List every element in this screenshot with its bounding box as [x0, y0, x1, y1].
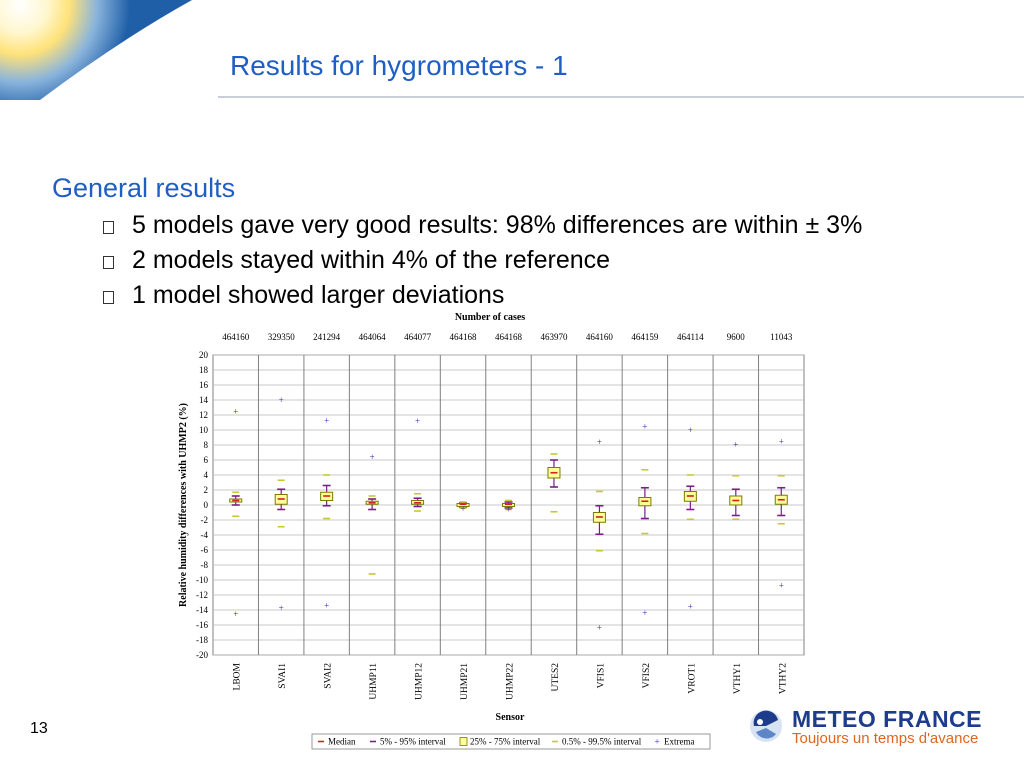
x-tick-label: SVAI2 [324, 663, 334, 689]
y-tick-label: 10 [199, 425, 209, 435]
x-tick-label: UHMP22 [506, 663, 516, 700]
extrema-point: + [324, 415, 329, 425]
case-count-label: 11043 [770, 332, 793, 342]
extrema-point: + [688, 601, 693, 611]
extrema-point: + [642, 421, 647, 431]
y-tick-label: 6 [204, 455, 209, 465]
legend-label: 5% - 95% interval [380, 737, 446, 747]
legend-label: Median [328, 737, 356, 747]
x-tick-label: VTHY2 [778, 663, 788, 694]
case-count-label: 329350 [268, 332, 296, 342]
y-tick-label: -14 [196, 605, 208, 615]
extrema-point: + [506, 505, 511, 515]
y-tick-label: -8 [201, 560, 209, 570]
y-tick-label: 20 [199, 350, 209, 360]
globe-logo-icon [750, 710, 782, 742]
extrema-point: + [279, 603, 284, 613]
case-count-label: 464160 [222, 332, 250, 342]
y-tick-label: -20 [196, 650, 208, 660]
extrema-point: + [642, 608, 647, 618]
x-tick-label: SVAI1 [278, 663, 288, 689]
y-axis-label: Relative humidity differences with UHMP2… [178, 403, 189, 607]
extrema-point: + [688, 425, 693, 435]
slide-title: Results for hygrometers - 1 [230, 50, 568, 81]
extrema-point: + [597, 437, 602, 447]
extrema-point: + [233, 609, 238, 619]
legend-box [311, 733, 711, 750]
bullet-box-icon [103, 291, 114, 304]
legend-extrema-swatch: + [654, 737, 659, 747]
extrema-point: + [460, 504, 465, 514]
case-count-label: 464114 [677, 332, 704, 342]
x-tick-label: VFIS2 [642, 663, 652, 689]
case-count-label: 464077 [404, 332, 432, 342]
y-tick-label: 18 [199, 365, 209, 375]
bullet-item: 5 models gave very good results: 98% dif… [103, 208, 862, 243]
y-tick-label: 12 [199, 410, 208, 420]
sun-decoration [0, 0, 192, 100]
page-number: 13 [30, 720, 48, 737]
x-tick-label: VFIS1 [596, 663, 606, 689]
extrema-point: + [279, 395, 284, 405]
logo-tagline: Toujours un temps d'avance [792, 730, 979, 747]
bullet-box-icon [103, 256, 114, 269]
bullet-list: 5 models gave very good results: 98% dif… [103, 208, 862, 313]
x-tick-label: UTES2 [551, 663, 561, 692]
logo-name: METEO FRANCE [792, 706, 982, 732]
case-count-label: 9600 [727, 332, 746, 342]
bullet-box-icon [103, 221, 114, 234]
case-count-label: 463970 [540, 332, 568, 342]
y-tick-label: -2 [201, 515, 209, 525]
legend: Median 5% - 95% interval 25% - 75% interva… [311, 733, 711, 750]
section-heading: General results [52, 173, 236, 203]
x-tick-label: UHMP11 [369, 663, 379, 700]
extrema-point: + [415, 416, 420, 426]
case-count-label: 464168 [495, 332, 523, 342]
x-tick-label: VROT1 [687, 663, 697, 694]
extrema-point: + [597, 622, 602, 632]
case-count-label: 464064 [359, 332, 387, 342]
legend-label: 0.5% - 99.5% interval [562, 737, 642, 747]
extrema-point: + [324, 601, 329, 611]
case-count-label: 464159 [631, 332, 659, 342]
extrema-point: + [733, 439, 738, 449]
y-tick-label: 2 [204, 485, 209, 495]
extrema-point: + [779, 436, 784, 446]
y-tick-label: -6 [201, 545, 209, 555]
bullet-text: 2 models stayed within 4% of the referen… [132, 246, 611, 274]
extrema-point: + [370, 452, 375, 462]
meteo-france-logo: METEO FRANCE Toujours un temps d'avance [748, 704, 998, 750]
legend-label: Extrema [664, 737, 695, 747]
x-tick-label: LBOM [233, 662, 243, 690]
legend-iqr-swatch [459, 737, 468, 746]
title-divider [218, 96, 1024, 98]
bullet-item: 2 models stayed within 4% of the referen… [103, 243, 862, 278]
bullet-item: 1 model showed larger deviations [103, 278, 862, 313]
y-tick-label: 4 [204, 470, 209, 480]
cases-label: Number of cases [455, 312, 525, 323]
legend-label: 25% - 75% interval [470, 737, 541, 747]
y-tick-label: -4 [201, 530, 209, 540]
y-tick-label: -10 [196, 575, 208, 585]
y-tick-label: -18 [196, 635, 208, 645]
x-tick-label: UHMP21 [460, 663, 470, 700]
y-tick-label: -16 [196, 620, 208, 630]
case-count-label: 464168 [450, 332, 478, 342]
case-count-label: 464160 [586, 332, 614, 342]
bullet-text: 5 models gave very good results: 98% dif… [132, 211, 863, 239]
y-tick-label: 0 [204, 500, 209, 510]
extrema-point: + [779, 580, 784, 590]
x-axis-label: Sensor [496, 712, 525, 723]
x-tick-label: VTHY1 [733, 663, 743, 694]
case-count-label: 241294 [313, 332, 341, 342]
extrema-point: + [233, 406, 238, 416]
y-tick-label: -12 [196, 590, 208, 600]
bullet-text: 1 model showed larger deviations [132, 281, 505, 309]
y-tick-label: 14 [199, 395, 209, 405]
y-tick-label: 16 [199, 380, 209, 390]
x-tick-label: UHMP12 [415, 663, 425, 700]
y-tick-label: 8 [204, 440, 209, 450]
